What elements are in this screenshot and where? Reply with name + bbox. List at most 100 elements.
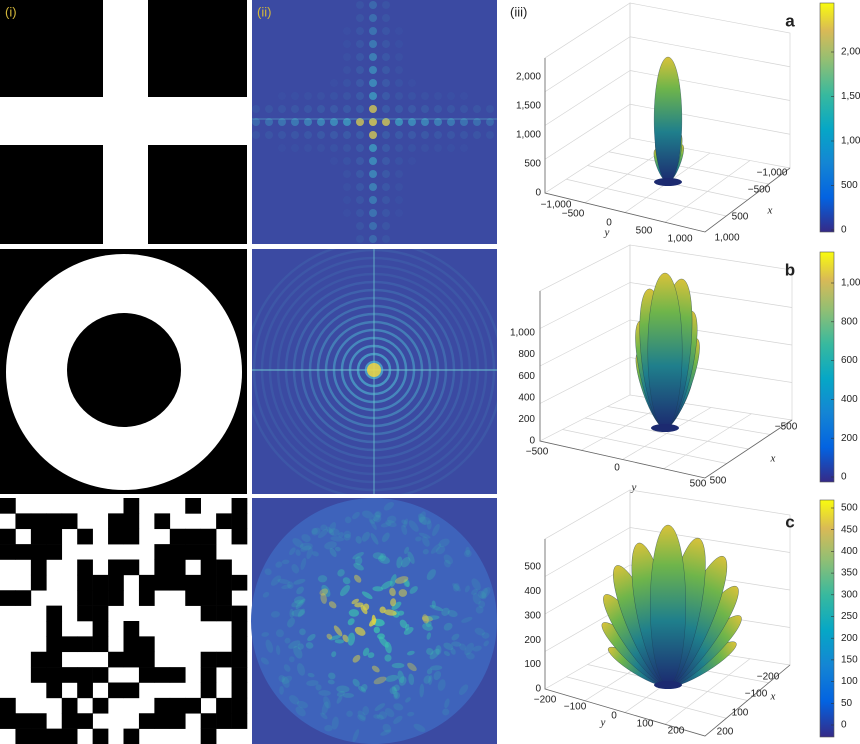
fringe [356, 222, 364, 230]
fringe [343, 209, 351, 217]
x-tick-label: −1,000 [757, 168, 788, 179]
mask-cell [231, 528, 248, 545]
speckle [377, 555, 390, 564]
speckle [401, 524, 408, 536]
speckle [393, 691, 401, 700]
speckle [478, 600, 486, 609]
fringe [382, 105, 390, 113]
speckle [331, 716, 339, 730]
z-tick-label: 2,000 [516, 72, 541, 83]
mask-cell [92, 728, 109, 744]
mask-cell [46, 651, 63, 668]
mask-cell [200, 605, 217, 622]
x-tick-label: 200 [717, 727, 734, 738]
fringe [382, 40, 390, 48]
fringe [421, 92, 429, 100]
mask-cell [0, 498, 16, 514]
speckle [278, 674, 286, 683]
speckle [326, 633, 333, 640]
mask-cell [92, 697, 109, 714]
mask-cell [77, 590, 93, 606]
mask-cell [46, 636, 63, 653]
speckle [368, 518, 376, 524]
speckle [393, 684, 400, 692]
speckle [337, 569, 345, 577]
colorbar-tick-label: 1,000 [841, 278, 860, 289]
speckle [330, 536, 345, 542]
speckle [391, 662, 405, 669]
diffraction-pattern [252, 1, 497, 743]
mask-cell [15, 590, 32, 606]
fringe [408, 79, 416, 87]
plots: 05001,0001,5002,000−1,000−50005001,000−1… [510, 2, 860, 738]
fringe [460, 131, 468, 139]
mask-cell [154, 713, 171, 729]
speckle [383, 501, 395, 511]
mask-cell [77, 713, 93, 729]
speckle [418, 511, 426, 523]
fringe [343, 131, 351, 139]
mask-cell [61, 667, 78, 683]
fringe [291, 105, 299, 113]
fringe [356, 183, 364, 191]
speckle [405, 697, 411, 703]
speckle [403, 626, 414, 635]
fringe [421, 131, 429, 139]
z-tick-label: 0 [535, 188, 541, 199]
mask-cell [185, 544, 201, 560]
speckle [360, 683, 368, 692]
panel-label: (ii) [257, 4, 271, 19]
speckle [372, 552, 384, 560]
fringe [278, 92, 286, 100]
y-tick-label: −100 [564, 702, 587, 713]
fringe [382, 27, 390, 35]
colorbar-tick-label: 200 [841, 633, 858, 644]
y-tick-label: 500 [636, 226, 653, 237]
speckle [407, 551, 415, 564]
speckle [373, 626, 381, 634]
speckle [293, 645, 303, 659]
speckle [307, 672, 315, 678]
y-tick-label: 1,000 [667, 234, 692, 245]
fringe [291, 131, 299, 139]
fringe [343, 170, 351, 178]
mask-cell [216, 513, 232, 530]
speckle [289, 695, 300, 705]
mask-cell [200, 682, 217, 699]
speckle [336, 685, 350, 693]
fringe [486, 131, 494, 139]
speckle [289, 656, 295, 663]
colorbar-tick-label: 450 [841, 524, 858, 535]
speckle [465, 546, 471, 556]
speckle [306, 547, 313, 560]
speckle [443, 650, 451, 657]
fringe [330, 157, 338, 165]
speckle [261, 632, 270, 637]
y-tick-label: 0 [611, 711, 617, 722]
mask-cell [15, 728, 32, 744]
lobe-base [654, 681, 682, 689]
speckle [323, 696, 331, 709]
speckle [291, 599, 304, 608]
lobe-base [654, 178, 682, 186]
mask-cell [92, 605, 109, 622]
speckle [481, 587, 491, 599]
speckle [419, 683, 425, 698]
fringe [330, 131, 338, 139]
fringe [343, 157, 351, 165]
fringe [395, 53, 403, 61]
speckle [326, 526, 335, 536]
speckle [275, 629, 284, 638]
fringe [252, 105, 260, 113]
mask-cell [216, 590, 232, 606]
center [367, 363, 381, 377]
fringe [291, 92, 299, 100]
colorbar-tick-label: 0 [841, 720, 847, 731]
mask-cell [30, 528, 47, 545]
speckle [407, 711, 415, 717]
mask-cell [200, 574, 217, 591]
speckle [334, 546, 341, 552]
mask-cell [61, 713, 78, 729]
fringe [369, 170, 377, 178]
x-axis-label: x [770, 691, 776, 703]
